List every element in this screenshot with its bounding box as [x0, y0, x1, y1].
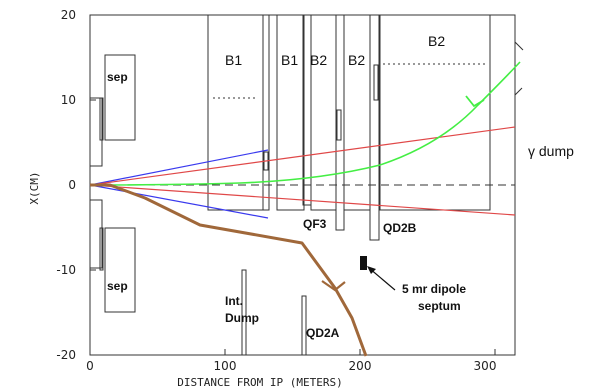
y-tick-label: 0 [68, 178, 76, 192]
magnet-outlines [207, 14, 491, 356]
y-tick-label: 10 [61, 93, 76, 107]
label-septum-2: septum [418, 299, 461, 313]
label-gamma-dump: γ dump [528, 143, 574, 159]
x-tick-label: 0 [86, 359, 94, 373]
label-qf3: QF3 [303, 217, 327, 231]
y-tick-label: -10 [56, 263, 76, 277]
label-septum-1: 5 mr dipole [402, 282, 466, 296]
x-tick-label: 200 [349, 359, 372, 373]
label-b2-b: B2 [348, 52, 365, 68]
green-arrow-icon [465, 95, 485, 108]
label-int-dump-2: Dump [225, 311, 259, 325]
label-qd2a: QD2A [306, 326, 340, 340]
x-axis-title: DISTANCE FROM IP (METERS) [177, 376, 343, 389]
label-b1-right: B1 [281, 52, 298, 68]
septum-block [360, 256, 367, 270]
red-trajectory-upper [89, 126, 516, 186]
x-tick-label: 300 [474, 359, 497, 373]
label-b2-c: B2 [428, 33, 445, 49]
red-trajectories [89, 126, 516, 216]
separator-elements [89, 54, 136, 313]
label-qd2b: QD2B [383, 221, 417, 235]
blue-trajectories [89, 149, 269, 219]
blue-trajectory-upper [89, 149, 269, 186]
y-tick-label: 20 [61, 8, 76, 22]
brown-trajectory [90, 183, 368, 357]
y-tick-label: -20 [56, 348, 76, 362]
blue-trajectory-lower [89, 184, 269, 219]
x-ticks [89, 349, 496, 355]
x-tick-label: 100 [214, 359, 237, 373]
green-trajectory [89, 61, 521, 186]
aperture-dotted-lines [213, 63, 488, 99]
label-int-dump-1: Int. [225, 294, 243, 308]
red-trajectory-lower [89, 184, 516, 216]
label-b1-left: B1 [225, 52, 242, 68]
label-sep-top: sep [107, 70, 128, 84]
label-sep-bottom: sep [107, 279, 128, 293]
y-axis-title: X(CM) [28, 171, 41, 204]
brown-arrow-icon [321, 280, 346, 292]
beam-pipe-edge [514, 15, 524, 97]
label-b2-a: B2 [310, 52, 327, 68]
septum-arrow-head-icon [367, 266, 376, 274]
